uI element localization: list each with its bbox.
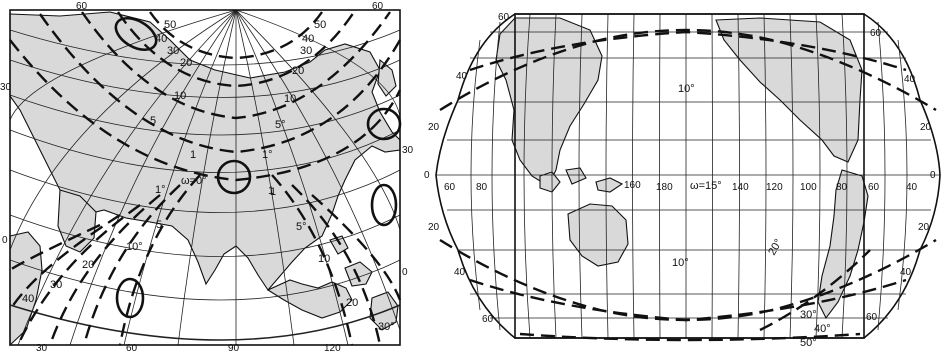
left-map-iso-5d: 5° <box>296 221 307 233</box>
right-map-iso-omega: ω=15° <box>690 180 722 192</box>
left-map-label-bottom-60: 60 <box>126 343 138 351</box>
right-map-islands <box>539 167 624 193</box>
right-map-continent-australia <box>567 203 629 267</box>
right-map-meridians <box>470 13 908 339</box>
right-map-lon-60b: 60 <box>868 182 880 193</box>
left-map-label-left-30: 30 <box>0 82 12 93</box>
left-map-label-bottom-30: 30 <box>36 343 48 351</box>
left-map-iso-omega: ω=0° <box>181 175 207 187</box>
right-map-iso-30: 30° <box>800 309 817 321</box>
right-map-lat-left-60s: 60 <box>482 314 494 325</box>
right-map-lat-right-40s: 40 <box>900 267 912 278</box>
right-map-lon-160: 160 <box>624 180 641 191</box>
left-map: 60 60 30 60 90 120 30 0 30 0 50 40 30 20… <box>0 1 414 351</box>
right-map-lon-40: 40 <box>906 182 918 193</box>
right-map-lat-left-20s: 20 <box>428 222 440 233</box>
left-map-iso-20a: 20 <box>180 57 192 69</box>
left-map-iso-1a: 1 <box>190 149 196 161</box>
right-map-lat-right-0: 0 <box>930 170 936 181</box>
left-map-label-left-0: 0 <box>2 235 8 246</box>
right-map-iso-40: 40° <box>814 323 831 335</box>
right-map-lon-80b: 80 <box>836 182 848 193</box>
left-map-label-bottom-90: 90 <box>228 343 240 351</box>
left-map-iso-50a: 50 <box>164 19 176 31</box>
left-map-iso-30c: 30 <box>50 279 62 291</box>
left-map-iso-1c: 1 <box>268 185 274 197</box>
left-map-iso-1d: 1° <box>155 184 166 196</box>
right-map-parallels <box>436 31 940 319</box>
left-map-arabia <box>57 189 97 253</box>
right-map-lon-80a: 80 <box>476 182 488 193</box>
left-map-iso-50b: 50 <box>314 19 326 31</box>
left-map-iso-40c: 40 <box>22 293 34 305</box>
left-map-iso-20c: 20 <box>82 259 94 271</box>
left-map-iso-20b: 20 <box>292 65 304 77</box>
right-map-continent-north-america <box>715 17 863 163</box>
left-map-iso-30d: 30° <box>378 321 395 333</box>
left-map-iso-10c: 10° <box>126 241 143 253</box>
left-map-meridians <box>9 9 401 346</box>
left-map-ellipse-top <box>114 16 158 52</box>
left-map-iso-1e: 1 <box>270 186 276 198</box>
right-map-lat-right-20n: 20 <box>920 122 932 133</box>
right-map-lat-left-60n: 60 <box>498 12 510 23</box>
right-map-iso-50: 50° <box>800 337 817 349</box>
right-map-lon-140: 140 <box>732 182 749 193</box>
right-map-lat-left-20n: 20 <box>428 122 440 133</box>
left-map-label-right-30: 30 <box>402 145 414 156</box>
left-map-label-right-0: 0 <box>402 267 408 278</box>
left-map-iso-30b: 30 <box>300 45 312 57</box>
left-map-iso-1b: 1° <box>262 149 273 161</box>
left-map-iso-40b: 40 <box>302 33 314 45</box>
right-map-iso-20: 20° <box>766 237 785 257</box>
left-map-indochina <box>266 279 353 319</box>
right-map-lat-left-40n: 40 <box>456 71 468 82</box>
right-map-isolines <box>439 28 937 342</box>
right-map-lon-180: 180 <box>656 182 673 193</box>
left-map-ellipse-right-lower <box>370 183 398 227</box>
left-map-iso-40a: 40 <box>155 33 167 45</box>
left-map-iso-5c: 5 <box>156 219 162 231</box>
right-map-lon-100: 100 <box>800 182 817 193</box>
left-map-africa <box>9 231 43 347</box>
left-map-iso-10a: 10 <box>174 90 186 102</box>
right-map-lat-right-60n: 60 <box>870 28 882 39</box>
left-map-iso-10b: 10 <box>284 93 296 105</box>
right-map-iso-10-top: 10° <box>678 83 695 95</box>
left-map-label-top-60b: 60 <box>372 1 384 12</box>
left-map-label-top-60a: 60 <box>76 1 88 12</box>
left-map-iso-5b: 5° <box>275 119 286 131</box>
right-map: 60 40 20 0 20 40 60 60 40 20 0 20 40 60 … <box>424 12 941 349</box>
right-map-lat-left-40s: 40 <box>454 267 466 278</box>
left-map-ellipse-bottom <box>115 277 145 319</box>
left-map-isolines <box>8 11 402 346</box>
left-map-circle-center <box>216 159 252 195</box>
left-map-frame <box>9 9 401 346</box>
left-map-label-bottom-120: 120 <box>324 343 341 351</box>
right-map-iso-10-bottom: 10° <box>672 257 689 269</box>
left-map-iso-20d: 20 <box>346 297 358 309</box>
right-map-lat-left-0: 0 <box>424 170 430 181</box>
right-map-continent-south-america <box>817 169 869 320</box>
right-map-inner-frame <box>514 13 865 339</box>
right-map-lon-120: 120 <box>766 182 783 193</box>
left-map-parallels <box>9 29 401 341</box>
right-map-lat-right-60s: 60 <box>866 312 878 323</box>
right-map-lat-right-40n: 40 <box>904 74 916 85</box>
left-map-islands <box>329 235 399 331</box>
right-map-lon-60a: 60 <box>444 182 456 193</box>
right-map-lat-right-20s: 20 <box>918 222 930 233</box>
left-map-iso-5a: 5 <box>150 115 156 127</box>
left-map-iso-10d: 10 <box>318 253 330 265</box>
left-map-iso-30a: 30 <box>167 45 179 57</box>
